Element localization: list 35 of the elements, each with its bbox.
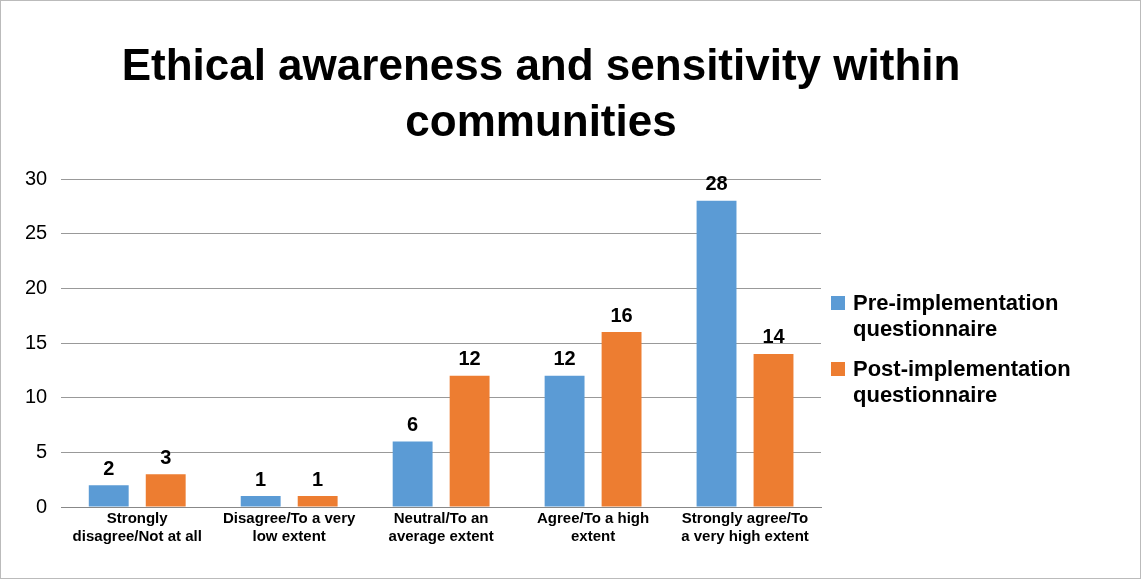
data-label: 6 [407,412,419,435]
y-tick-label: 10 [25,385,48,408]
legend-label: Pre-implementation questionnaire [853,290,1060,342]
x-tick-label: Neutral/To an average extent [388,509,494,545]
data-label: 12 [553,347,576,370]
data-label: 14 [762,325,786,348]
x-tick-label: Strongly disagree/Not at all [72,509,202,545]
y-tick-label: 0 [36,494,48,517]
y-tick-label: 20 [25,275,48,298]
x-tick-label: Strongly agree/To a very high extent [681,509,809,545]
bar [449,375,490,507]
data-label: 3 [160,445,172,468]
chart-title: Ethical awareness and sensitivity within communities [120,39,962,147]
y-tick-label: 25 [25,221,48,244]
y-tick-label: 15 [25,330,48,353]
legend-label: Post-implementation questionnaire [853,356,1072,408]
data-label: 1 [255,467,267,490]
bar [601,332,642,507]
data-label: 2 [103,456,115,479]
x-tick-label: Agree/To a high extent [536,509,650,545]
bar [145,474,186,507]
data-label: 28 [705,172,728,195]
data-label: 1 [312,467,324,490]
bar [392,441,433,507]
y-tick-label: 30 [25,166,48,189]
bar [88,485,129,507]
bar [240,496,281,507]
x-tick-label: Disagree/To a very low extent [223,509,356,545]
data-label: 12 [458,347,481,370]
bar [696,200,737,507]
bar [753,353,794,507]
y-tick-label: 5 [36,439,48,462]
bar [544,375,585,507]
data-label: 16 [610,303,633,326]
bar [297,496,338,507]
